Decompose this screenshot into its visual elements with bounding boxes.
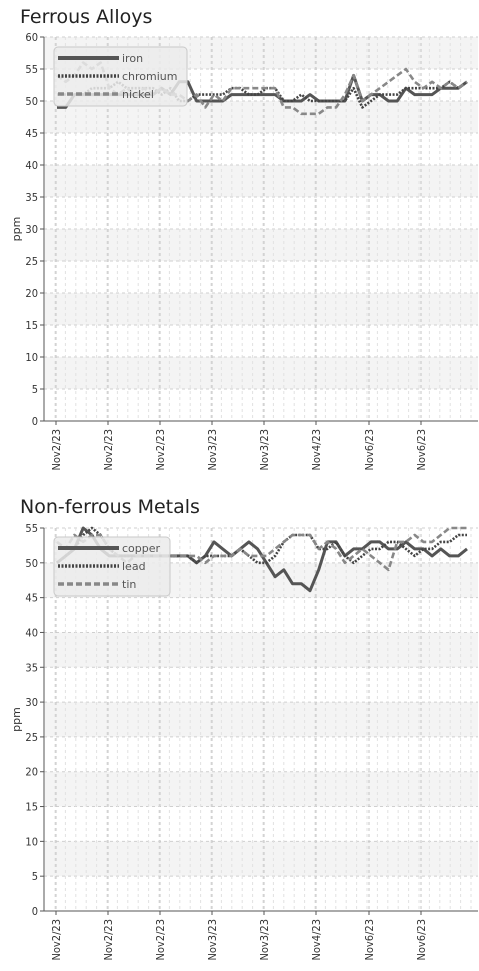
legend-box <box>53 46 188 107</box>
x-tick-label: Nov4/23 <box>310 919 323 961</box>
grid-band <box>45 165 478 197</box>
y-tick-label: 60 <box>25 31 38 44</box>
y-tick-label: 55 <box>25 63 38 76</box>
x-tick-label: Nov6/23 <box>363 429 376 471</box>
y-tick-label: 5 <box>32 870 38 883</box>
y-axis-label: ppm <box>10 707 23 732</box>
legend: copper lead tin <box>53 536 171 597</box>
y-tick-label: 50 <box>25 95 38 108</box>
series-line-nickel <box>56 61 468 116</box>
y-tick-label: 10 <box>25 835 38 848</box>
y-tick-label: 25 <box>25 731 38 744</box>
y-tick-label: 20 <box>25 766 38 779</box>
y-tick-label: 35 <box>25 661 38 674</box>
x-tick-label: Nov2/23 <box>102 919 115 961</box>
y-tick-label: 40 <box>25 626 38 639</box>
y-axis-label: ppm <box>10 217 23 242</box>
x-tick-label: Nov3/23 <box>258 429 271 471</box>
y-tick-label: 55 <box>25 522 38 535</box>
legend-label-iron: iron <box>122 52 143 65</box>
x-tick-label: Nov6/23 <box>415 429 428 471</box>
legend-label-chromium: chromium <box>122 70 178 83</box>
x-tick-label: Nov6/23 <box>363 919 376 961</box>
y-tick-label: 35 <box>25 191 38 204</box>
y-tick-label: 40 <box>25 159 38 172</box>
x-tick-label: Nov2/23 <box>50 429 63 471</box>
grid-band <box>45 771 478 807</box>
grid-band <box>45 702 478 737</box>
x-tick-label: Nov2/23 <box>154 919 167 961</box>
y-tick-label: 45 <box>25 127 38 140</box>
y-tick-label: 15 <box>25 319 38 332</box>
x-tick-label: Nov3/23 <box>206 919 219 961</box>
x-tick-label: Nov2/23 <box>154 429 167 471</box>
y-tick-label: 50 <box>25 557 38 570</box>
chart-title: Ferrous Alloys <box>20 6 152 28</box>
legend-label-tin: tin <box>122 578 136 591</box>
x-tick-label: Nov3/23 <box>206 429 219 471</box>
y-tick-label: 30 <box>25 696 38 709</box>
legend-label-lead: lead <box>122 560 146 573</box>
y-tick-label: 15 <box>25 801 38 814</box>
y-tick-label: 10 <box>25 351 38 364</box>
x-tick-label: Nov6/23 <box>415 919 428 961</box>
legend-label-copper: copper <box>122 542 161 555</box>
grid-band <box>45 293 478 325</box>
y-tick-label: 25 <box>25 255 38 268</box>
y-tick-label: 45 <box>25 592 38 605</box>
grid-band <box>45 632 478 668</box>
chart-2: Non-ferrous Metals 0 5 10 15 20 25 30 35 40 45 50 55… <box>10 496 478 961</box>
legend: iron chromium nickel <box>53 46 188 107</box>
grid-band <box>45 229 478 261</box>
x-tick-label: Nov2/23 <box>102 429 115 471</box>
y-tick-label: 5 <box>32 383 38 396</box>
grid-band <box>45 841 478 877</box>
x-tick-label: Nov3/23 <box>258 919 271 961</box>
x-tick-label: Nov2/23 <box>50 919 63 961</box>
chart-title: Non-ferrous Metals <box>20 496 200 518</box>
y-tick-label: 30 <box>25 223 38 236</box>
x-tick-label: Nov4/23 <box>310 429 323 471</box>
y-tick-label: 0 <box>32 905 38 918</box>
y-tick-label: 0 <box>32 415 38 428</box>
grid-band <box>45 357 478 389</box>
legend-label-nickel: nickel <box>122 88 154 101</box>
y-tick-label: 20 <box>25 287 38 300</box>
chart-1: Ferrous Alloys 0 5 10 15 20 25 30 35 40 45 50 55 60 pp… <box>10 6 478 471</box>
